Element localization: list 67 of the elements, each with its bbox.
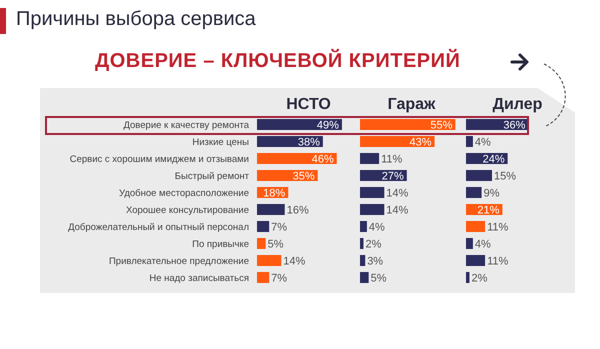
data-label: 15% (494, 170, 516, 182)
data-label: 4% (474, 136, 492, 148)
data-label: 18% (263, 188, 286, 200)
bar (360, 119, 456, 130)
data-label: 7% (271, 222, 288, 234)
data-label: 4% (474, 238, 492, 250)
chart-title: Дилер (492, 95, 544, 115)
bar (466, 238, 473, 249)
data-label: 55% (430, 120, 453, 132)
data-label: 24% (482, 154, 505, 166)
bar (466, 187, 482, 198)
bar (360, 153, 380, 164)
bar (257, 238, 266, 249)
bar (466, 170, 492, 181)
data-label: 36% (503, 120, 526, 132)
data-label: 27% (382, 170, 404, 182)
chart-title: НСТО (285, 95, 332, 115)
data-label: 14% (283, 256, 306, 268)
bar (360, 238, 364, 249)
y-tick-label: Сервис с хорошим имиджем и отзывами (70, 154, 249, 165)
bar (360, 187, 384, 198)
data-label: 2% (471, 272, 488, 284)
data-label: 21% (477, 204, 500, 216)
bar (257, 204, 285, 215)
data-label: 11% (487, 256, 508, 268)
y-tick-label: Быстрый ремонт (174, 171, 250, 182)
bar (360, 272, 369, 283)
y-tick-label: По привычке (192, 239, 249, 250)
bar (466, 272, 470, 283)
chart-title: Гараж (386, 95, 436, 115)
y-tick-label: Удобное месторасположение (119, 188, 249, 199)
y-tick-label: Доброжелательный и опытный персонал (68, 222, 249, 233)
text: ДОВЕРИЕ – КЛЮЧЕВОЙ КРИТЕРИЙ (95, 50, 460, 73)
bar (360, 221, 367, 232)
data-label: 3% (367, 256, 384, 268)
data-label: 5% (268, 238, 284, 250)
data-label: 7% (271, 272, 288, 284)
data-label: 35% (292, 170, 315, 182)
y-tick-label: Не надо записываться (149, 273, 249, 284)
data-label: 14% (386, 188, 409, 200)
bar (360, 204, 384, 215)
data-label: 2% (365, 238, 382, 250)
y-tick-label: Хорошее консультирование (126, 205, 249, 216)
bar (257, 272, 270, 283)
data-label: 4% (368, 222, 386, 234)
bar (257, 153, 337, 164)
data-label: 5% (370, 272, 387, 284)
bar (257, 119, 342, 130)
data-label: 14% (386, 204, 409, 216)
data-label: 11% (487, 222, 508, 234)
bar (466, 255, 486, 266)
data-label: 49% (316, 120, 340, 132)
y-tick-label: Привлекательное предложение (108, 256, 249, 267)
data-label: 11% (381, 154, 402, 166)
bar (360, 255, 366, 266)
bar (466, 221, 486, 232)
bar (466, 136, 473, 147)
bar (257, 221, 270, 232)
chart-subtitle: Причины выбора сервиса (16, 8, 256, 31)
data-label: 16% (286, 204, 309, 216)
data-label: 46% (312, 154, 334, 166)
y-tick-label: Доверие к качеству ремонта (123, 120, 250, 131)
bar (257, 255, 282, 266)
data-label: 38% (298, 136, 320, 148)
data-label: 9% (484, 188, 500, 200)
y-tick-label: Низкие цены (192, 137, 250, 148)
data-label: 43% (410, 136, 432, 148)
